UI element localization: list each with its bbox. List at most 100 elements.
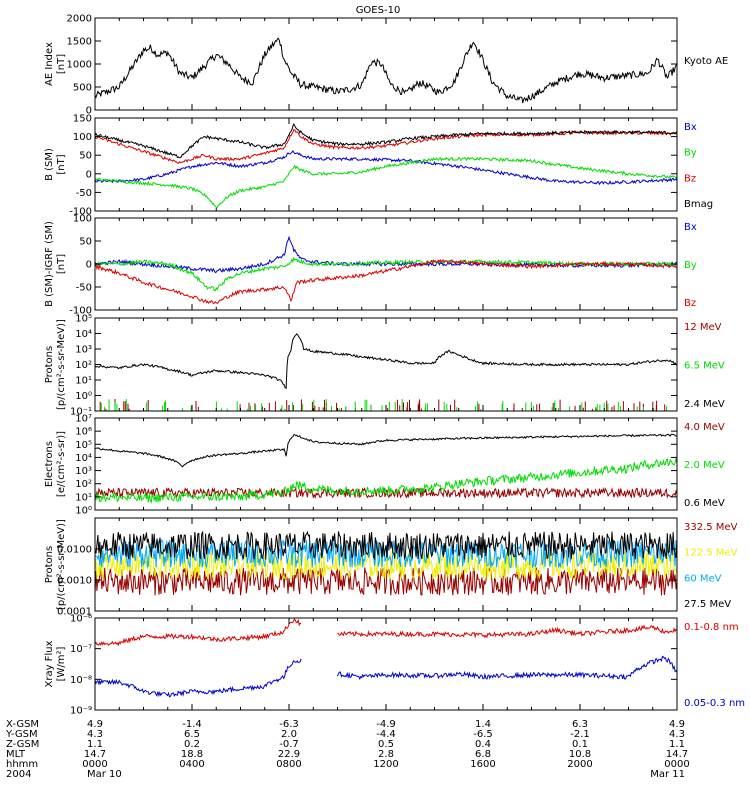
ylabel-xray-0: Xray Flux [44, 640, 55, 687]
footer-cell-2-0: -6.3 [279, 719, 299, 730]
ytick-label-ae-3: 1500 [67, 37, 92, 48]
footer-cell-1-1: 6.5 [184, 729, 200, 740]
series-line-bfield-0 [95, 149, 677, 186]
ytick-label-xray-1: 10⁻⁸ [70, 675, 92, 686]
ytick-label-hiprotons-1: 0.0010 [57, 576, 92, 587]
series-line-hiprotons-1 [95, 549, 677, 580]
footer-ephemeris: X-GSMY-GSMZ-GSMMLThhmm20044.94.31.114.70… [5, 719, 690, 780]
ytick-label-ae-2: 1000 [67, 60, 92, 71]
series-line-bfield-3 [95, 122, 677, 159]
ylabel-xray-1: [W/m²] [56, 646, 67, 681]
panel-hiprotons: 332.5 MeV 122.5 MeV 60 MeV 27.5 MeV 0.0001 0.… [44, 517, 738, 618]
ytick-label-xray-2: 10⁻⁷ [70, 644, 92, 655]
footer-cell-4-1: -6.5 [473, 729, 493, 740]
legend-hiprotons-2: 60 MeV [684, 573, 722, 584]
legend-hiprotons-1: 122.5 MeV [684, 548, 738, 559]
footer-cell-3-0: -4.9 [376, 719, 396, 730]
legend-xray-1: 0.05-0.3 nm [684, 698, 745, 709]
footer-cell-0-5: Mar 10 [87, 769, 122, 780]
footer-cell-6-2: 1.1 [669, 739, 685, 750]
ylabel-hiprotons-1: [p/(cm²-s-sr-MeV)] [56, 519, 67, 610]
ytick-label-electrons-6: 10⁶ [75, 427, 92, 438]
ytick-label-ae-4: 2000 [67, 14, 92, 25]
ytick-label-bigrf-3: 50 [79, 237, 92, 248]
ylabel-protons-1: [p/(cm²-s-sr-MeV)] [56, 319, 67, 410]
series-line-protons-2 [95, 333, 677, 390]
ytick-label-bigrf-1: -50 [76, 283, 92, 294]
footer-label-4: hhmm [6, 759, 38, 770]
panel-ae: Kyoto AE 0 500 1000 1500 2000 AE Index [nT] [44, 14, 728, 117]
ytick-label-bigrf-4: 100 [73, 214, 92, 225]
legend-xray-0: 0.1-0.8 nm [684, 622, 739, 633]
footer-label-1: Y-GSM [5, 729, 38, 740]
legend-protons-0: 12 MeV [684, 322, 722, 333]
legend-electrons-2: 0.6 MeV [684, 498, 725, 509]
panel-xray: 0.1-0.8 nm 0.05-0.3 nm 10⁻⁹ 10⁻⁸ 10⁻⁷ 10⁻⁶ Xra… [44, 614, 745, 717]
ytick-label-electrons-3: 10³ [75, 466, 92, 477]
ytick-label-electrons-2: 10² [75, 479, 92, 490]
footer-cell-3-4: 1200 [373, 759, 398, 770]
footer-cell-5-1: -2.1 [570, 729, 590, 740]
ytick-label-protons-1: 10⁰ [75, 391, 92, 402]
ytick-label-electrons-4: 10⁴ [75, 453, 92, 464]
legend-bfield-1: By [684, 148, 697, 159]
series-line-electrons-1 [95, 458, 677, 504]
series-line-bigrf-1 [95, 256, 677, 292]
footer-cell-4-3: 6.8 [475, 749, 491, 760]
footer-cell-4-0: 1.4 [475, 719, 491, 730]
footer-cell-2-2: -0.7 [279, 739, 299, 750]
footer-label-0: X-GSM [6, 719, 39, 730]
ytick-label-protons-6: 10⁵ [75, 314, 92, 325]
ytick-label-ae-1: 500 [73, 83, 92, 94]
ytick-label-bfield-1: -50 [76, 188, 92, 199]
footer-cell-3-3: 2.8 [378, 749, 394, 760]
chart-title: GOES-10 [356, 5, 401, 16]
footer-cell-0-2: 1.1 [87, 739, 103, 750]
footer-cell-4-4: 1600 [470, 759, 495, 770]
footer-cell-2-4: 0800 [276, 759, 301, 770]
frame-protons [94, 317, 678, 412]
legend-electrons-0: 4.0 MeV [684, 422, 725, 433]
footer-cell-5-2: 0.1 [572, 739, 588, 750]
legend-protons-1: 6.5 MeV [684, 361, 725, 372]
legend-hiprotons-0: 332.5 MeV [684, 522, 738, 533]
ytick-label-protons-5: 10⁴ [75, 329, 92, 340]
footer-cell-6-3: 14.7 [666, 749, 688, 760]
ylabel-ae-1: [nT] [56, 54, 67, 74]
frame-ae [94, 17, 678, 111]
legend-electrons-1: 2.0 MeV [684, 460, 725, 471]
footer-cell-2-3: 22.9 [278, 749, 300, 760]
ylabel-hiprotons-0: Protons [44, 546, 55, 583]
footer-cell-1-4: 0400 [179, 759, 204, 770]
ylabel-electrons-0: Electrons [44, 441, 55, 487]
ytick-label-electrons-0: 10⁰ [75, 506, 92, 517]
ytick-label-bfield-3: 50 [79, 151, 92, 162]
series-line-xray-0 [95, 618, 677, 647]
ytick-label-bfield-5: 150 [73, 114, 92, 125]
panel-protons: 12 MeV 6.5 MeV 2.4 MeV 10⁻¹ 10⁰ 10¹ 10² 10³ 10⁴ 1… [44, 314, 725, 418]
ytick-label-electrons-5: 10⁵ [75, 440, 92, 451]
footer-cell-6-1: 4.3 [669, 729, 685, 740]
ylabel-bigrf-0: B (SM)-IGRF (SM) [44, 221, 55, 307]
ytick-label-electrons-7: 10⁷ [75, 414, 92, 425]
ylabel-bfield-1: [nT] [56, 154, 67, 174]
series-line-bigrf-2 [95, 259, 677, 305]
footer-cell-4-2: 0.4 [475, 739, 491, 750]
series-line-bfield-2 [95, 129, 677, 164]
footer-cell-0-4: 0000 [82, 759, 107, 770]
footer-cell-6-5: Mar 11 [650, 769, 685, 780]
ylabel-electrons-1: [e/(cm²-s-sr)] [56, 431, 67, 497]
frame-xray [94, 617, 678, 711]
series-line-electrons-2 [95, 433, 677, 468]
series-line-hiprotons-3 [95, 530, 677, 561]
footer-cell-6-4: 0000 [664, 759, 689, 770]
ylabel-protons-0: Protons [44, 346, 55, 383]
footer-cell-5-4: 2000 [567, 759, 592, 770]
legend-bigrf-2: Bz [684, 298, 696, 309]
series-line-protons-1 [100, 399, 668, 411]
legend-bigrf-1: By [684, 260, 697, 271]
ytick-label-electrons-1: 10¹ [75, 492, 92, 503]
legend-hiprotons-3: 27.5 MeV [684, 599, 731, 610]
